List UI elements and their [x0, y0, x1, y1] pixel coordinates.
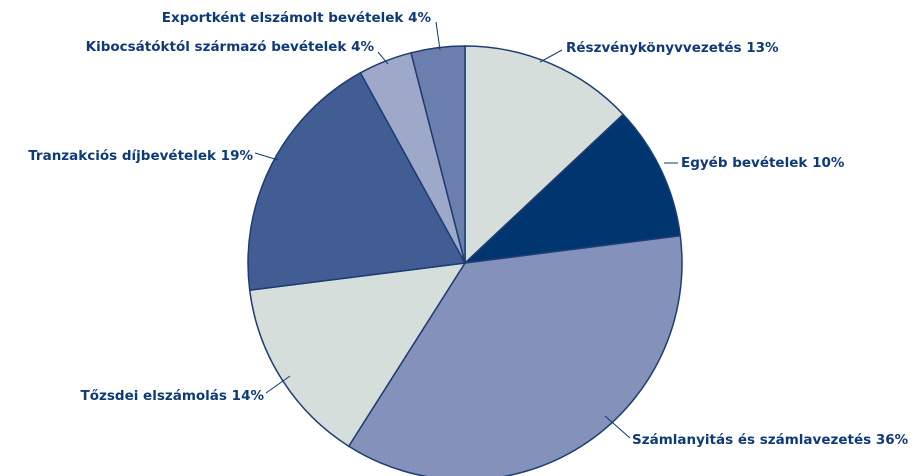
leader-line [377, 51, 389, 65]
pie-slice [248, 262, 467, 448]
slice-value: 10% [812, 155, 845, 171]
slice-label: Tranzakciós díjbevételek 19% [28, 148, 253, 164]
slice-category: Kibocsátóktól származó bevételek [86, 39, 348, 55]
slice-value: 13% [746, 40, 779, 56]
leader-line [265, 375, 291, 394]
slice-value: 36% [876, 432, 909, 448]
slice-value: 19% [221, 148, 254, 164]
slice-category: Tőzsdei elszámolás [81, 388, 227, 404]
pie-slice [347, 234, 683, 476]
pie-slice [247, 71, 467, 292]
pie-slice [462, 113, 682, 265]
slice-category: Tranzakciós díjbevételek [28, 148, 217, 164]
leader-line [539, 49, 563, 63]
leader-line [435, 21, 441, 51]
slice-label: Exportként elszámolt bevételek 4% [162, 10, 432, 26]
slice-category: Részvénykönyvvezetés [566, 40, 742, 56]
leader-line [604, 415, 631, 439]
slice-label: Részvénykönyvvezetés 13% [566, 40, 779, 56]
slice-label: Tőzsdei elszámolás 14% [81, 388, 265, 404]
slice-value: 4% [408, 10, 431, 26]
pie-slice [410, 45, 466, 264]
slice-label: Kibocsátóktól származó bevételek 4% [86, 39, 375, 55]
slice-value: 4% [351, 39, 374, 55]
slice-category: Számlanyitás és számlavezetés [632, 432, 871, 448]
leader-line [254, 152, 279, 161]
slice-value: 14% [232, 388, 265, 404]
slice-label: Egyéb bevételek 10% [681, 155, 845, 171]
pie-slice [464, 45, 625, 265]
slice-category: Egyéb bevételek [681, 155, 808, 171]
slice-label: Számlanyitás és számlavezetés 36% [632, 432, 909, 448]
slice-category: Exportként elszámolt bevételek [162, 10, 405, 26]
